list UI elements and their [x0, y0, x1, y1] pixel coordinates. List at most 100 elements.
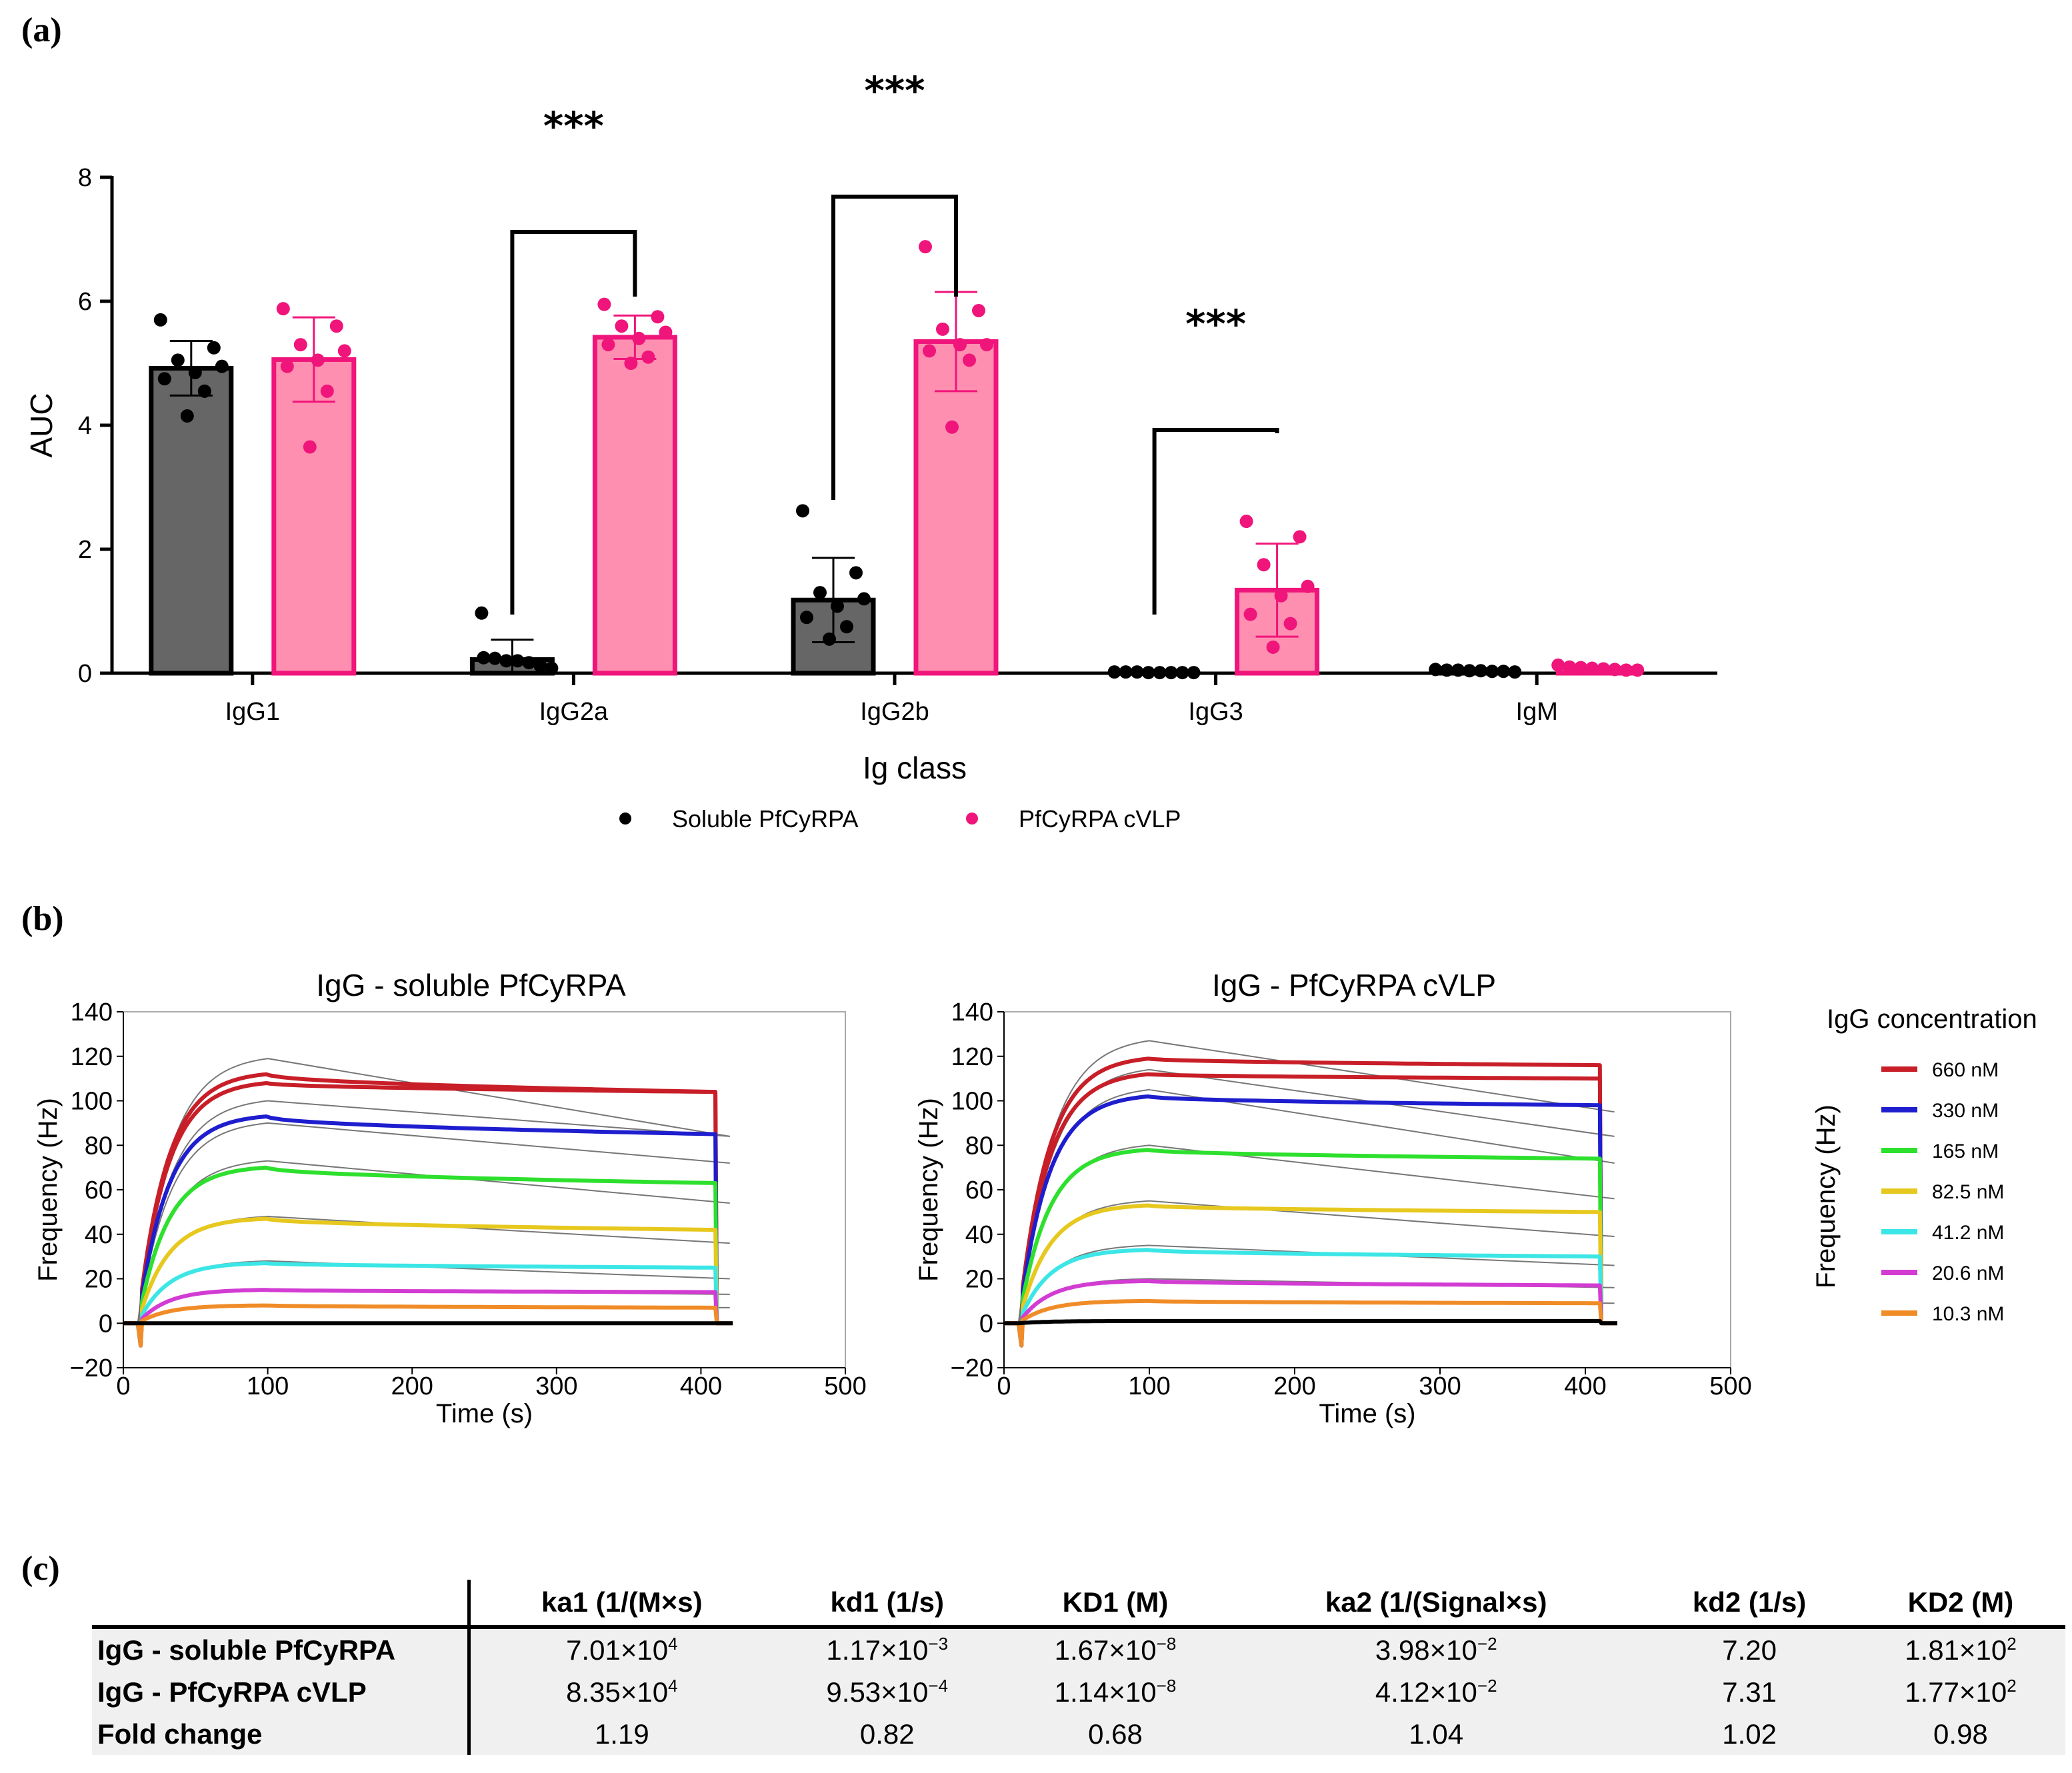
x-tick-label: 400 — [680, 1372, 722, 1400]
data-point — [153, 313, 167, 327]
data-point — [157, 372, 171, 386]
data-point — [936, 322, 949, 336]
y-tick-label: 6 — [78, 288, 92, 316]
data-point — [813, 586, 827, 600]
table-cell: 7.20 — [1643, 1627, 1856, 1671]
y-tick-label: 100 — [71, 1088, 113, 1116]
y-tick-label: −20 — [951, 1354, 993, 1382]
fit-line — [1017, 1144, 1615, 1324]
x-axis-title: Time (s) — [436, 1399, 533, 1428]
data-point — [923, 344, 936, 358]
legend-label: Soluble PfCyRPA — [672, 805, 858, 833]
legend-label: 10.3 nM — [1932, 1303, 2004, 1325]
data-point — [1187, 666, 1201, 680]
curve-330-nm — [123, 1114, 733, 1348]
table-cell: 1.77×102 — [1855, 1671, 2065, 1713]
data-point — [651, 310, 665, 324]
x-axis-title: Ig class — [863, 751, 967, 785]
data-point — [1266, 640, 1280, 654]
x-tick-label: IgM — [1516, 698, 1558, 726]
exponent: −2 — [1477, 1634, 1497, 1654]
curve-41-2-nm — [123, 1261, 733, 1348]
y-tick-label: 0 — [78, 660, 92, 688]
exponent: 2 — [2007, 1634, 2017, 1654]
data-point — [1257, 558, 1271, 572]
legend-label: 165 nM — [1932, 1140, 1999, 1162]
table-cell: 4.12×10−2 — [1229, 1671, 1643, 1713]
table-row: IgG - soluble PfCyRPA 7.01×104 1.17×10−3 1.… — [92, 1627, 2065, 1671]
data-point — [857, 592, 871, 606]
data-point — [1141, 666, 1155, 680]
legend-label: 41.2 nM — [1932, 1222, 2004, 1244]
data-point — [1429, 663, 1443, 677]
data-point — [545, 661, 559, 675]
data-point — [963, 353, 976, 367]
curve-165-nm — [1004, 1148, 1617, 1348]
exponent: −8 — [1156, 1634, 1177, 1654]
data-point — [522, 656, 536, 670]
data-point — [1283, 617, 1297, 631]
curve-82-5-nm — [1004, 1203, 1617, 1348]
legend-marker — [619, 813, 631, 825]
panel-label-a: (a) — [21, 11, 62, 49]
y-tick-label: 140 — [951, 998, 993, 1026]
data-point — [511, 654, 525, 668]
table-cell: 0.68 — [1001, 1713, 1230, 1755]
x-tick-label: IgG2b — [860, 698, 929, 726]
y-tick-label: 40 — [85, 1221, 113, 1249]
data-point — [1301, 579, 1315, 593]
data-point — [919, 240, 932, 254]
bar-cvlp-igg2a — [592, 335, 677, 676]
legend-label: PfCyRPA cVLP — [1019, 805, 1181, 833]
data-point — [1474, 664, 1488, 678]
table-cell: 1.17×10−3 — [773, 1627, 1001, 1671]
significance-bracket — [510, 230, 637, 615]
table-header-row: ka1 (1/(M×s) kd1 (1/s) KD1 (M) ka2 (1/(Sign… — [92, 1580, 2065, 1629]
data-point — [1619, 663, 1633, 677]
x-tick-label: 400 — [1564, 1372, 1606, 1400]
curve-20-6-nm — [123, 1288, 733, 1348]
table-cell: 1.02 — [1643, 1713, 1856, 1755]
data-point — [1451, 663, 1465, 677]
table-row: Fold change 1.19 0.82 0.68 1.04 1.02 0.98 — [92, 1713, 2065, 1755]
column-header: kd2 (1/s) — [1643, 1580, 1856, 1629]
data-point — [488, 651, 502, 665]
y-tick-label: 100 — [951, 1088, 993, 1116]
curve-82-5-nm — [123, 1216, 733, 1348]
y-tick-label: 80 — [85, 1132, 113, 1160]
x-tick-label: 200 — [391, 1372, 433, 1400]
column-header: KD1 (M) — [1001, 1580, 1230, 1629]
table-cell: 3.98×10−2 — [1229, 1627, 1643, 1671]
exponent: −3 — [928, 1634, 949, 1654]
data-point — [1497, 665, 1511, 679]
table-cell: 1.81×102 — [1855, 1627, 2065, 1671]
y-axis-title: Frequency (Hz) — [914, 1098, 943, 1282]
data-point — [207, 341, 221, 355]
data-point — [1243, 607, 1257, 621]
column-header: kd1 (1/s) — [773, 1580, 1001, 1629]
panel-label-c: (c) — [21, 1550, 60, 1588]
y-axis-title: Frequency (Hz) — [33, 1098, 63, 1282]
data-point — [276, 302, 290, 316]
table-cell: 1.67×10−8 — [1001, 1627, 1230, 1671]
x-tick-label: 300 — [535, 1372, 577, 1400]
legend-label: 660 nM — [1932, 1059, 1999, 1081]
y-tick-label: 20 — [85, 1266, 113, 1294]
data-point — [1551, 658, 1565, 672]
x-tick-label: IgG2a — [539, 698, 609, 726]
kinetics-table-wrap: ka1 (1/(M×s) kd1 (1/s) KD1 (M) ka2 (1/(Sign… — [92, 1580, 2065, 1755]
curve-10-3-nm — [1004, 1298, 1617, 1348]
significance-bracket — [1152, 428, 1279, 615]
exponent: −2 — [1477, 1676, 1497, 1696]
y-tick-label: 40 — [965, 1221, 993, 1249]
data-point — [180, 409, 194, 423]
data-point — [1585, 661, 1599, 675]
data-point — [972, 303, 985, 317]
table-body: IgG - soluble PfCyRPA 7.01×104 1.17×10−3 1.… — [92, 1627, 2065, 1755]
exponent: 2 — [2007, 1676, 2017, 1696]
bar-chart: 0 2 4 6 8 AUC Ig class IgG1 IgG2a IgG2b IgG3 IgM ***… — [24, 68, 1717, 833]
data-point — [311, 353, 325, 367]
